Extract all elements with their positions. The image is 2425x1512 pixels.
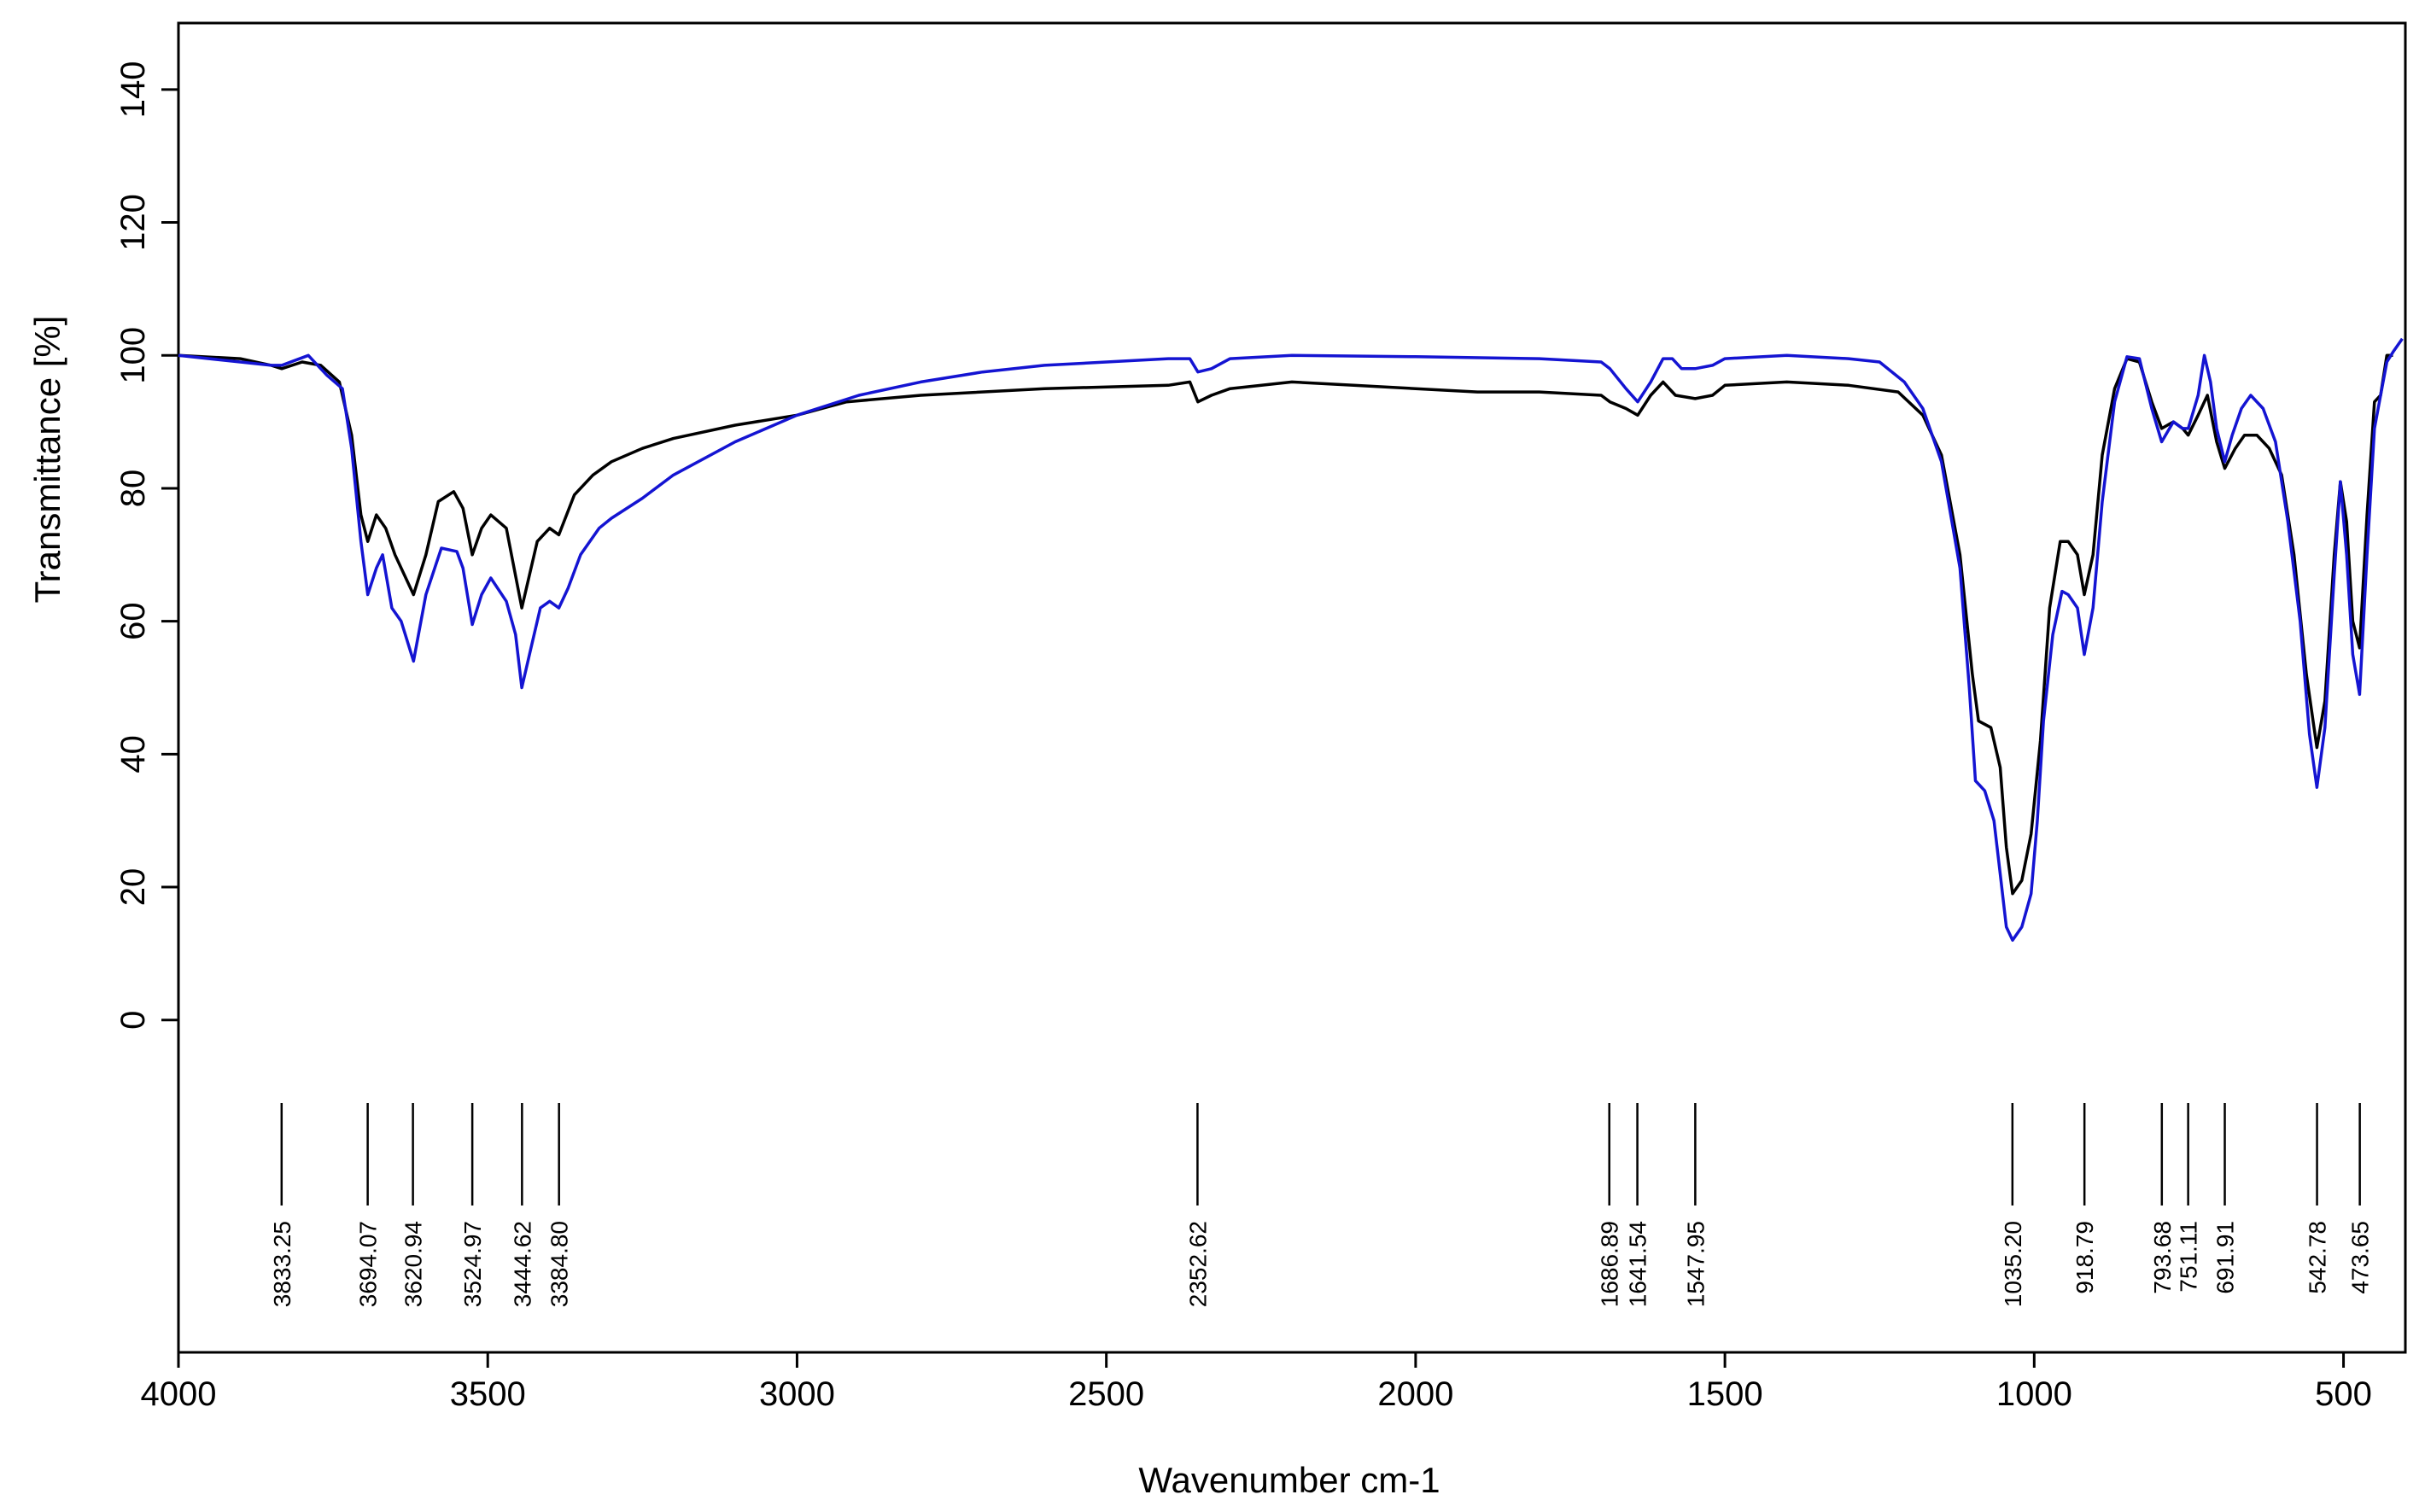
x-axis-title: Wavenumber cm-1: [1138, 1460, 1440, 1500]
peak-label: 3384.80: [546, 1221, 573, 1307]
x-axis: 4000 3500 3000 2500 2000 1500 1000 500: [141, 1352, 2372, 1413]
spectrum-line-1: [178, 353, 2393, 896]
spectrum-series: [178, 337, 2404, 943]
x-tick-label: 2500: [1068, 1375, 1144, 1413]
peak-label: 3620.94: [400, 1221, 427, 1307]
peak-label: 751.11: [2176, 1221, 2202, 1293]
peak-label: 691.91: [2212, 1221, 2239, 1294]
peak-label: 3694.07: [355, 1221, 382, 1307]
y-axis-title: Transmittance [%]: [27, 316, 67, 604]
peak-label: 542.78: [2305, 1221, 2331, 1294]
spectrum-line-2: [178, 337, 2404, 943]
plot-frame: [177, 21, 2407, 1354]
y-tick-label: 120: [114, 194, 152, 251]
y-tick-label: 60: [114, 602, 152, 640]
peak-label: 1547.95: [1682, 1221, 1709, 1307]
x-tick-label: 1000: [1996, 1375, 2072, 1413]
peak-label: 2352.62: [1184, 1221, 1211, 1307]
x-tick-label: 500: [2315, 1375, 2372, 1413]
peak-label: 793.68: [2149, 1221, 2176, 1294]
peak-label: 3833.25: [269, 1221, 295, 1307]
peak-label: 3524.97: [459, 1221, 486, 1307]
y-axis: 0 20 40 60 80 100 120 140: [114, 61, 178, 1030]
y-tick-label: 80: [114, 470, 152, 508]
peak-label: 918.79: [2071, 1221, 2098, 1294]
x-tick-label: 2000: [1377, 1375, 1453, 1413]
x-tick-label: 4000: [141, 1375, 217, 1413]
y-tick-label: 40: [114, 735, 152, 774]
y-tick-label: 100: [114, 327, 152, 384]
peak-label: 3444.62: [509, 1221, 535, 1307]
peak-label: 473.65: [2347, 1221, 2374, 1294]
peak-label: 1641.54: [1625, 1221, 1651, 1307]
y-tick-label: 0: [114, 1011, 152, 1030]
x-tick-label: 3000: [759, 1375, 835, 1413]
peak-label: 1035.20: [2000, 1221, 2026, 1307]
peak-label: 1686.89: [1597, 1221, 1623, 1307]
peak-annotations: 3833.25 3694.07 3620.94 3524.97 3444.62 3384.…: [269, 1103, 2374, 1307]
x-tick-label: 3500: [450, 1375, 526, 1413]
y-tick-label: 140: [114, 61, 152, 118]
x-tick-label: 1500: [1687, 1375, 1763, 1413]
y-tick-label: 20: [114, 868, 152, 907]
